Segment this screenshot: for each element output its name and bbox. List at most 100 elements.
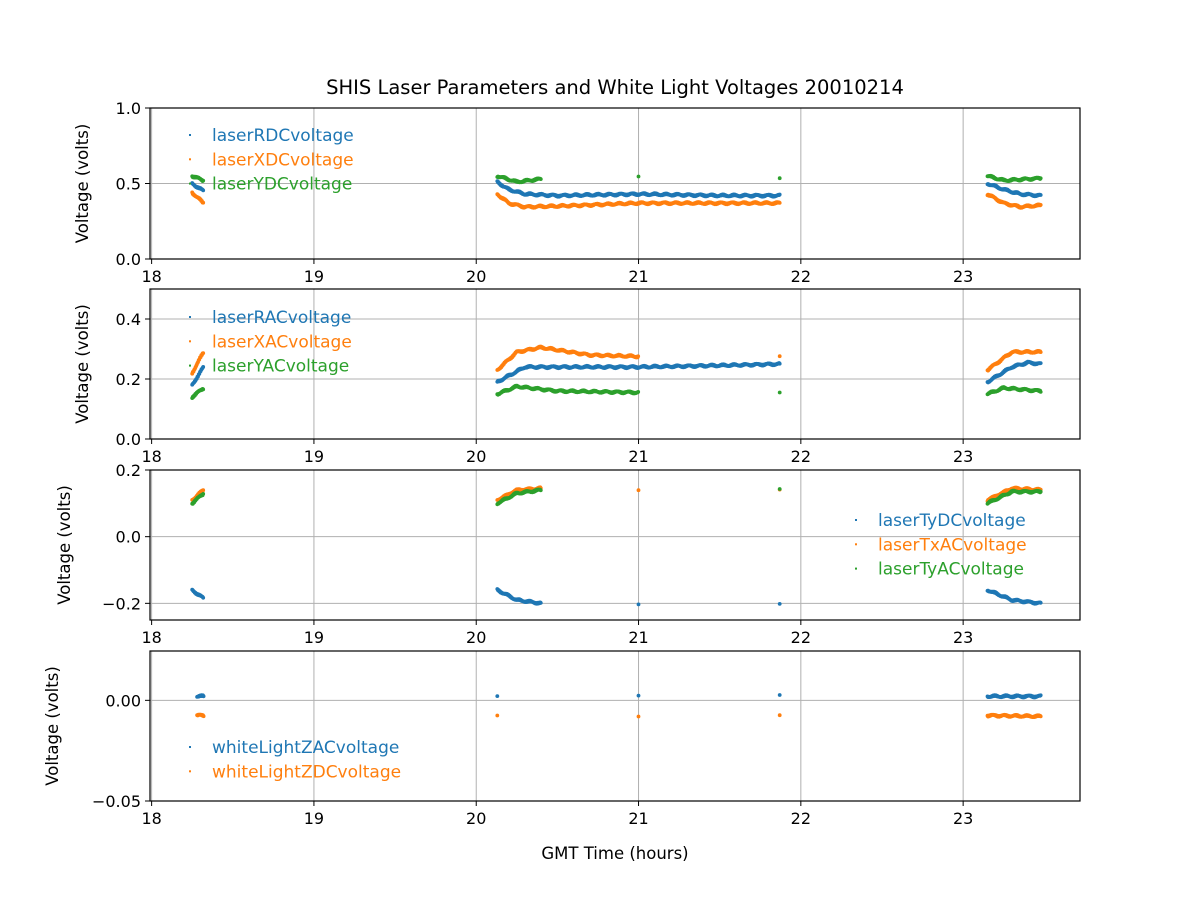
axes-frame <box>149 650 1081 802</box>
data-point <box>777 354 782 359</box>
series-laserYACvoltage <box>190 383 1043 400</box>
legend-label: laserYDCvoltage <box>212 175 352 195</box>
x-tick-label: 21 <box>628 267 648 286</box>
subplot-4: 18 19 20 21 22 23 −0.05 0.00 Voltage (volts) whit… <box>43 650 1081 828</box>
data-point <box>777 176 782 181</box>
series-laserYDCvoltage <box>190 173 1043 185</box>
data-point <box>1038 203 1043 207</box>
x-tick-label: 23 <box>953 447 973 466</box>
y-tick-label: 1.0 <box>116 99 141 118</box>
data-point <box>201 488 206 493</box>
data-point <box>636 693 641 698</box>
x-tick-label: 22 <box>791 809 811 828</box>
legend-label: whiteLightZACvoltage <box>212 738 399 758</box>
data-point <box>1038 361 1043 365</box>
series-laserRACvoltage <box>190 359 1043 387</box>
x-tick-label: 19 <box>304 267 324 286</box>
x-tick-label: 20 <box>466 628 486 647</box>
x-tick-label: 23 <box>953 628 973 647</box>
data-point <box>538 488 543 493</box>
data-point <box>201 188 206 193</box>
data-point <box>201 351 206 355</box>
subplot-2: 18 19 20 21 22 23 0.0 0.2 0.4 Voltage (volts) lase… <box>73 288 1081 466</box>
legend-marker <box>189 134 191 136</box>
data-point <box>777 361 782 366</box>
legend-marker <box>855 543 857 546</box>
data-point <box>777 602 782 606</box>
legend-label: whiteLightZDCvoltage <box>212 762 401 782</box>
series-whiteLightZACvoltage <box>195 693 1043 700</box>
axes-frame <box>149 469 1081 621</box>
legend-label: laserXDCvoltage <box>212 150 354 170</box>
data-point <box>1038 489 1043 494</box>
y-tick-label: −0.2 <box>102 594 141 613</box>
data-point <box>201 365 206 369</box>
data-point <box>777 201 782 205</box>
legend-marker <box>189 746 191 748</box>
legend-label: laserTxACvoltage <box>878 535 1027 555</box>
legend-label: laserYACvoltage <box>212 357 349 377</box>
x-tick-label: 18 <box>141 809 161 828</box>
data-point <box>1038 714 1043 719</box>
x-tick-label: 20 <box>466 267 486 286</box>
legend-marker <box>855 567 857 570</box>
axes-frame <box>149 107 1081 260</box>
y-tick-label: 0.2 <box>116 461 141 480</box>
plot-area <box>195 693 1043 719</box>
data-point <box>636 354 641 359</box>
y-tick-label: 0.00 <box>105 691 141 710</box>
x-tick-label: 23 <box>953 267 973 286</box>
x-tick-label: 22 <box>791 628 811 647</box>
y-tick-label: −0.05 <box>92 792 141 811</box>
legend-marker <box>189 158 191 161</box>
x-tick-label: 22 <box>791 267 811 286</box>
plot-area <box>190 485 1043 607</box>
data-point <box>777 192 782 197</box>
data-point <box>777 693 782 697</box>
x-tick-label: 21 <box>628 447 648 466</box>
legend: laserTyDCvoltage laserTxACvoltage laserTyA… <box>855 511 1027 580</box>
y-tick-label: 0.5 <box>116 175 141 194</box>
legend-label: laserTyDCvoltage <box>878 511 1026 531</box>
data-point <box>1038 176 1043 181</box>
series-laserXACvoltage <box>190 344 1043 376</box>
data-point <box>636 714 641 719</box>
data-point <box>201 178 206 183</box>
y-tick-label: 0.0 <box>116 250 141 269</box>
x-tick-label: 18 <box>141 447 161 466</box>
legend-label: laserTyACvoltage <box>878 560 1024 580</box>
x-tick-label: 18 <box>141 267 161 286</box>
data-point <box>201 492 206 496</box>
x-tick-label: 19 <box>304 447 324 466</box>
x-tick-label: 20 <box>466 447 486 466</box>
data-point <box>1038 693 1043 698</box>
y-axis-label: Voltage (volts) <box>43 666 62 786</box>
y-tick-label: 0.0 <box>116 528 141 547</box>
x-tick-label: 19 <box>304 809 324 828</box>
data-point <box>495 713 500 718</box>
legend: whiteLightZACvoltage whiteLightZDCvoltage <box>189 738 401 782</box>
y-axis-label: Voltage (volts) <box>55 485 74 605</box>
legend-label: laserRACvoltage <box>212 308 351 328</box>
series-whiteLightZDCvoltage <box>195 712 1043 719</box>
x-tick-label: 22 <box>791 447 811 466</box>
x-tick-label: 19 <box>304 628 324 647</box>
series-laserRDCvoltage <box>190 179 1043 199</box>
y-axis-label: Voltage (volts) <box>73 304 92 424</box>
x-axis-label: GMT Time (hours) <box>541 844 688 863</box>
data-point <box>777 390 782 395</box>
data-point <box>777 487 782 491</box>
plot-area <box>190 344 1043 400</box>
series-laserTyACvoltage <box>190 487 1043 507</box>
data-point <box>1038 350 1043 354</box>
subplot-1: 18 19 20 21 22 23 0.0 0.5 1.0 Voltage (volts) lase… <box>73 99 1081 286</box>
subplot-3: 18 19 20 21 22 23 −0.2 0.0 0.2 Voltage (volts) las… <box>55 461 1081 647</box>
data-point <box>201 694 206 699</box>
y-axis-label: Voltage (volts) <box>73 124 92 244</box>
data-point <box>636 488 641 493</box>
data-point <box>1038 600 1043 605</box>
legend-marker <box>855 519 857 521</box>
data-point <box>201 595 206 600</box>
legend-marker <box>189 316 191 318</box>
data-point <box>636 390 641 394</box>
